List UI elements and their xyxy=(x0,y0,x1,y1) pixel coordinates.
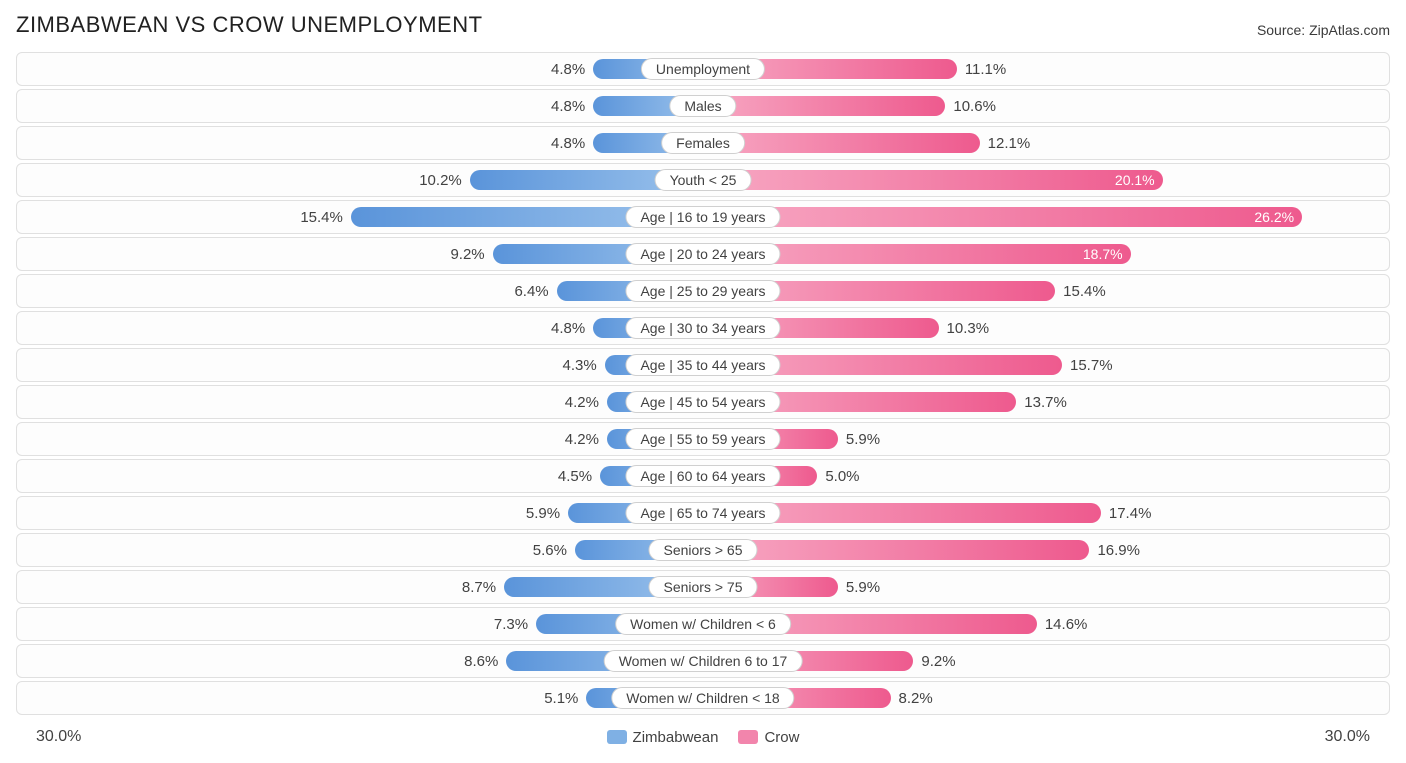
value-left: 4.5% xyxy=(558,468,592,485)
chart-header: ZIMBABWEAN VS CROW UNEMPLOYMENT Source: … xyxy=(16,12,1390,38)
value-left: 15.4% xyxy=(300,209,343,226)
chart-row: 10.2% 20.1% Youth < 25 xyxy=(16,163,1390,197)
value-right: 12.1% xyxy=(988,135,1031,152)
value-left: 4.8% xyxy=(551,61,585,78)
value-left: 10.2% xyxy=(419,172,462,189)
value-right: 14.6% xyxy=(1045,616,1088,633)
chart-title: ZIMBABWEAN VS CROW UNEMPLOYMENT xyxy=(16,12,483,38)
legend-item-right: Crow xyxy=(738,729,799,746)
value-left: 4.2% xyxy=(565,431,599,448)
category-label: Age | 55 to 59 years xyxy=(625,428,780,450)
category-label: Age | 25 to 29 years xyxy=(625,280,780,302)
value-left: 4.3% xyxy=(562,357,596,374)
value-left: 4.2% xyxy=(565,394,599,411)
legend-label-left: Zimbabwean xyxy=(633,729,719,746)
chart-row: 7.3% 14.6% Women w/ Children < 6 xyxy=(16,607,1390,641)
chart-footer: 30.0% Zimbabwean Crow 30.0% xyxy=(16,723,1390,751)
category-label: Age | 30 to 34 years xyxy=(625,317,780,339)
value-left: 7.3% xyxy=(494,616,528,633)
category-label: Women w/ Children < 18 xyxy=(611,687,794,709)
chart-row: 6.4% 15.4% Age | 25 to 29 years xyxy=(16,274,1390,308)
value-right: 8.2% xyxy=(899,690,933,707)
value-left: 5.6% xyxy=(533,542,567,559)
value-right: 13.7% xyxy=(1024,394,1067,411)
category-label: Unemployment xyxy=(641,58,765,80)
category-label: Age | 60 to 64 years xyxy=(625,465,780,487)
diverging-bar-chart: 4.8% 11.1% Unemployment 4.8% 10.6% Males 4.8% 1… xyxy=(16,52,1390,715)
chart-row: 15.4% 26.2% Age | 16 to 19 years xyxy=(16,200,1390,234)
value-right: 17.4% xyxy=(1109,505,1152,522)
bar-right xyxy=(703,540,1089,560)
chart-row: 8.6% 9.2% Women w/ Children 6 to 17 xyxy=(16,644,1390,678)
bar-right: 20.1% xyxy=(703,170,1163,190)
chart-row: 4.2% 13.7% Age | 45 to 54 years xyxy=(16,385,1390,419)
chart-row: 9.2% 18.7% Age | 20 to 24 years xyxy=(16,237,1390,271)
category-label: Age | 35 to 44 years xyxy=(625,354,780,376)
value-left: 5.9% xyxy=(526,505,560,522)
value-left: 8.7% xyxy=(462,579,496,596)
category-label: Seniors > 65 xyxy=(649,539,758,561)
chart-row: 4.8% 10.3% Age | 30 to 34 years xyxy=(16,311,1390,345)
bar-right xyxy=(703,96,945,116)
value-right: 26.2% xyxy=(1254,209,1294,225)
chart-row: 8.7% 5.9% Seniors > 75 xyxy=(16,570,1390,604)
value-left: 5.1% xyxy=(544,690,578,707)
value-right: 15.7% xyxy=(1070,357,1113,374)
legend-swatch-left xyxy=(607,730,627,744)
category-label: Women w/ Children 6 to 17 xyxy=(604,650,803,672)
chart-source: Source: ZipAtlas.com xyxy=(1257,22,1390,38)
value-right: 18.7% xyxy=(1083,246,1123,262)
value-left: 9.2% xyxy=(450,246,484,263)
value-right: 5.9% xyxy=(846,431,880,448)
category-label: Females xyxy=(661,132,745,154)
axis-max-right: 30.0% xyxy=(1325,728,1370,746)
chart-row: 4.8% 12.1% Females xyxy=(16,126,1390,160)
category-label: Age | 16 to 19 years xyxy=(625,206,780,228)
value-left: 4.8% xyxy=(551,135,585,152)
category-label: Seniors > 75 xyxy=(649,576,758,598)
category-label: Women w/ Children < 6 xyxy=(615,613,791,635)
legend-swatch-right xyxy=(738,730,758,744)
value-left: 8.6% xyxy=(464,653,498,670)
axis-max-left: 30.0% xyxy=(36,728,81,746)
value-right: 10.3% xyxy=(947,320,990,337)
chart-row: 5.9% 17.4% Age | 65 to 74 years xyxy=(16,496,1390,530)
value-right: 20.1% xyxy=(1115,172,1155,188)
value-right: 5.9% xyxy=(846,579,880,596)
chart-row: 5.1% 8.2% Women w/ Children < 18 xyxy=(16,681,1390,715)
value-right: 11.1% xyxy=(965,61,1006,78)
category-label: Age | 45 to 54 years xyxy=(625,391,780,413)
legend-item-left: Zimbabwean xyxy=(607,729,719,746)
category-label: Youth < 25 xyxy=(655,169,752,191)
legend-label-right: Crow xyxy=(764,729,799,746)
value-right: 10.6% xyxy=(953,98,996,115)
value-right: 16.9% xyxy=(1097,542,1140,559)
category-label: Age | 20 to 24 years xyxy=(625,243,780,265)
chart-row: 4.8% 11.1% Unemployment xyxy=(16,52,1390,86)
category-label: Age | 65 to 74 years xyxy=(625,502,780,524)
category-label: Males xyxy=(669,95,736,117)
value-right: 5.0% xyxy=(825,468,859,485)
chart-row: 4.8% 10.6% Males xyxy=(16,89,1390,123)
legend: Zimbabwean Crow xyxy=(607,729,800,746)
chart-row: 4.3% 15.7% Age | 35 to 44 years xyxy=(16,348,1390,382)
value-right: 15.4% xyxy=(1063,283,1106,300)
value-left: 4.8% xyxy=(551,320,585,337)
bar-right: 26.2% xyxy=(703,207,1302,227)
value-left: 4.8% xyxy=(551,98,585,115)
chart-row: 5.6% 16.9% Seniors > 65 xyxy=(16,533,1390,567)
chart-row: 4.2% 5.9% Age | 55 to 59 years xyxy=(16,422,1390,456)
value-right: 9.2% xyxy=(921,653,955,670)
chart-row: 4.5% 5.0% Age | 60 to 64 years xyxy=(16,459,1390,493)
value-left: 6.4% xyxy=(514,283,548,300)
